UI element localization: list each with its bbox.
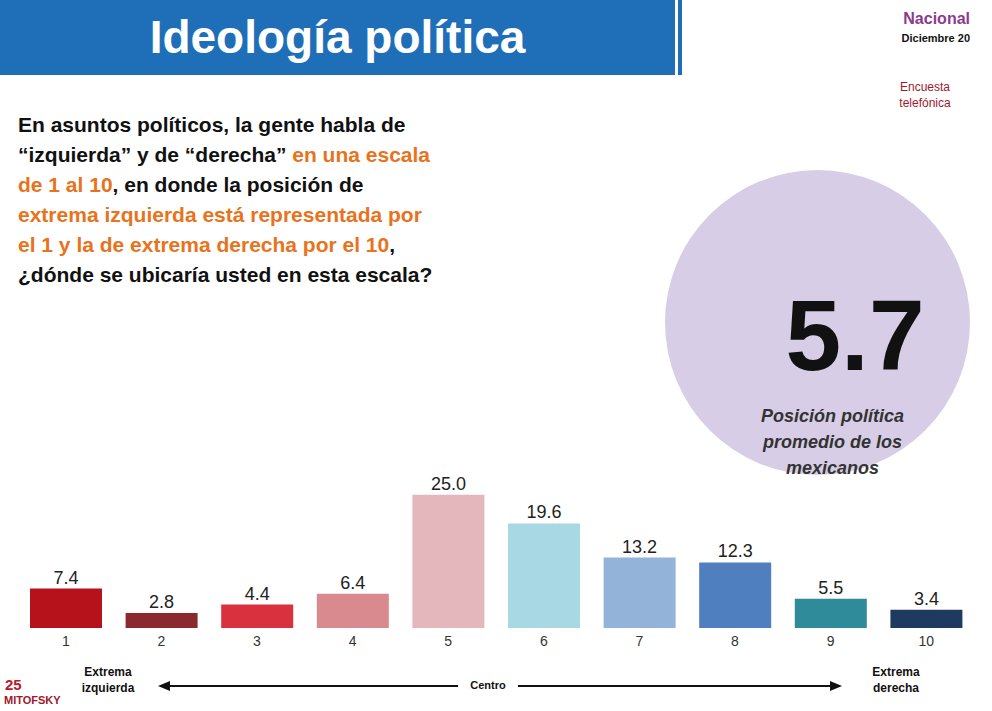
svg-text:3.4: 3.4	[914, 589, 939, 609]
html-text:el 1 y la de extrema derecha p: el 1 y la de extrema derecha por el 10,	[18, 233, 395, 256]
svg-text:1: 1	[62, 633, 70, 649]
html-text:En asuntos políticos, la gente: En asuntos políticos, la gente habla de	[18, 113, 406, 136]
svg-text:4.4: 4.4	[245, 584, 270, 604]
html-text:Centro: Centro	[470, 679, 506, 691]
svg-text:3: 3	[253, 633, 261, 649]
svg-text:8: 8	[731, 633, 739, 649]
svg-text:2.8: 2.8	[149, 592, 174, 612]
html-text:Nacional: Nacional	[903, 10, 970, 27]
html-text:¿dónde se ubicaría usted en es: ¿dónde se ubicaría usted en esta escala?	[18, 263, 433, 286]
html-text:de 1 al 10, en donde la posici: de 1 al 10, en donde la posición de	[18, 173, 364, 196]
html-text:Ideología política: Ideología política	[149, 11, 526, 63]
svg-text:10: 10	[918, 633, 934, 649]
svg-text:5: 5	[444, 633, 452, 649]
svg-text:9: 9	[827, 633, 835, 649]
html-text:Diciembre 20: Diciembre 20	[901, 32, 970, 44]
svg-text:6: 6	[540, 633, 548, 649]
html-text:Extrema izquierda: Extrema izquierda	[81, 665, 135, 695]
svg-text:4: 4	[349, 633, 357, 649]
html-text:Posición política promedio de: Posición política promedio de los mexica…	[761, 406, 904, 479]
html-text:MITOFSKY: MITOFSKY	[4, 694, 61, 706]
html-text:“izquierda” y de “derecha” en: “izquierda” y de “derecha” en una escala	[18, 143, 430, 166]
svg-text:25.0: 25.0	[431, 474, 466, 494]
html-text:Encuesta telefónica: Encuesta telefónica	[899, 80, 951, 110]
html-text:5.7: 5.7	[785, 279, 925, 391]
html-text:25: 25	[5, 676, 22, 693]
svg-text:19.6: 19.6	[526, 502, 561, 522]
svg-text:5.5: 5.5	[818, 578, 843, 598]
svg-text:2: 2	[158, 633, 166, 649]
svg-text:7.4: 7.4	[53, 568, 78, 588]
svg-text:12.3: 12.3	[718, 541, 753, 561]
svg-text:7: 7	[636, 633, 644, 649]
svg-text:13.2: 13.2	[622, 537, 657, 557]
html-text:extrema izquierda está represe: extrema izquierda está representada por	[18, 203, 422, 226]
svg-text:6.4: 6.4	[340, 573, 365, 593]
html-text:Extrema derecha: Extrema derecha	[872, 665, 920, 695]
